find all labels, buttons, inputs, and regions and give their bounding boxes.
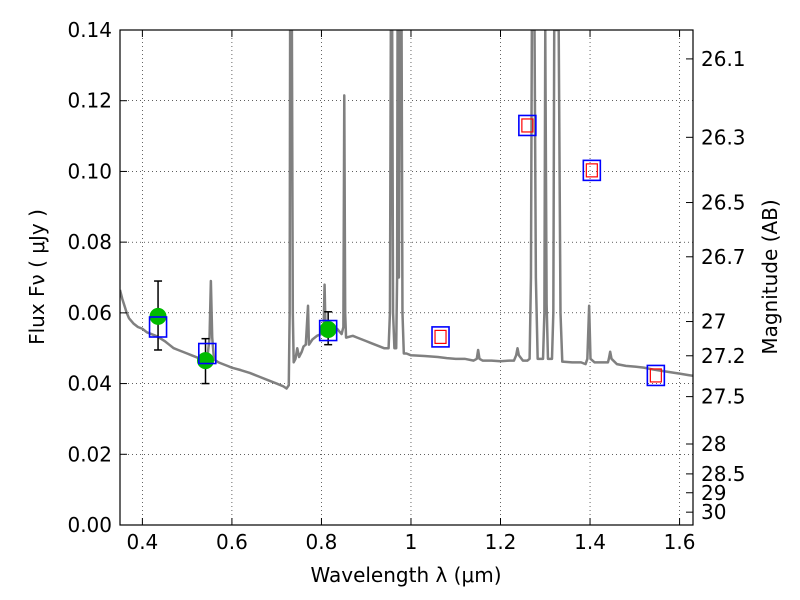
- model-spectrum-layer: [120, 30, 693, 390]
- x-tick-label: 1: [405, 530, 418, 554]
- y-tick-label: 0.08: [67, 230, 112, 254]
- model-photometry-box: [318, 319, 338, 342]
- magnitude-tick-label: 26.3: [701, 125, 746, 149]
- magnitude-tick-label: 28: [701, 432, 726, 456]
- fit-photometry-box: [521, 118, 534, 133]
- x-tick-label: 0.4: [126, 530, 158, 554]
- y-tick-label: 0.10: [67, 159, 112, 183]
- model-photometry-box: [646, 364, 666, 387]
- x-tick-label: 1.2: [485, 530, 517, 554]
- magnitude-tick-label: 26.7: [701, 245, 746, 269]
- magnitude-tick-label: 27: [701, 310, 726, 334]
- y-tick-label: 0.02: [67, 442, 112, 466]
- model-photometry-box: [431, 326, 450, 348]
- x-tick-label: 0.8: [306, 530, 338, 554]
- model-photometry-layer: [148, 114, 666, 387]
- y-tick-label: 0.14: [67, 18, 112, 42]
- model-photometry-box: [518, 114, 537, 137]
- y-tick-label: 0.12: [67, 89, 112, 113]
- magnitude-tick-label: 27.2: [701, 344, 746, 368]
- x-axis-ticks: 0.4 0.6 0.8 1 1.2 1.4 1.6: [126, 30, 695, 554]
- x-axis-title: Wavelength λ (μm): [310, 563, 501, 587]
- magnitude-tick-label: 29: [701, 481, 726, 505]
- observed-flux-point: [197, 352, 215, 370]
- magnitude-tick-label: 26.1: [701, 47, 746, 71]
- y-axis-ticks: 0.00 0.02 0.04 0.06 0.08 0.10 0.12 0.14: [67, 18, 127, 537]
- y-tick-label: 0.04: [67, 372, 112, 396]
- y-tick-label: 0.00: [67, 513, 112, 537]
- model-spectrum-line: [120, 30, 693, 390]
- x-tick-label: 1.6: [664, 530, 696, 554]
- fit-photometry-box: [649, 368, 662, 383]
- fit-photometry-box: [434, 329, 447, 344]
- model-photometry-box: [148, 316, 168, 338]
- fit-photometry-box: [585, 163, 598, 178]
- magnitude-tick-label: 28.5: [701, 462, 746, 486]
- magnitude-tick-label: 30: [701, 500, 726, 524]
- model-photometry-box: [197, 342, 217, 365]
- plot-frame: [119, 29, 694, 526]
- x-tick-label: 0.6: [216, 530, 248, 554]
- magnitude-tick-label: 27.5: [701, 385, 746, 409]
- y-tick-label: 0.06: [67, 301, 112, 325]
- y-axis-title: Flux Fν ( μJy ): [25, 209, 49, 345]
- x-tick-label: 1.4: [574, 530, 606, 554]
- grid-layer: [120, 30, 693, 525]
- observed-flux-point: [319, 320, 337, 338]
- magnitude-axis-title: Magnitude (AB): [758, 199, 782, 354]
- magnitude-tick-label: 26.5: [701, 191, 746, 215]
- model-photometry-box: [582, 159, 602, 182]
